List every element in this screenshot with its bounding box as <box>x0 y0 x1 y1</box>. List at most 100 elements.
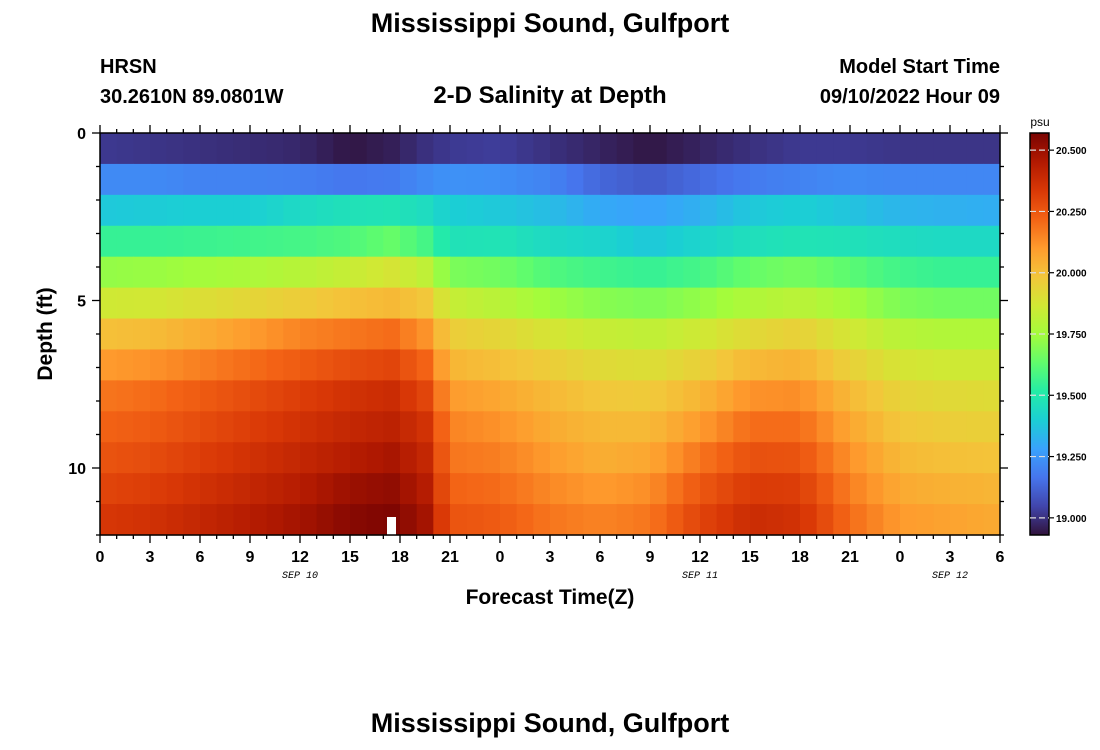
heatmap-cell <box>150 256 168 289</box>
heatmap-cell <box>116 473 134 505</box>
heatmap-cell <box>966 133 984 165</box>
heatmap-cell <box>983 133 1001 165</box>
heatmap-cell <box>433 411 451 443</box>
heatmap-cell <box>766 194 784 227</box>
heatmap-cell <box>833 442 851 474</box>
heatmap-cell <box>433 318 451 351</box>
heatmap-cell <box>250 504 268 536</box>
heatmap-cell <box>733 225 751 258</box>
heatmap-cell <box>850 163 868 196</box>
heatmap-cell <box>183 411 201 443</box>
heatmap-cell <box>333 133 351 165</box>
heatmap-cell <box>466 380 484 412</box>
heatmap-cell <box>633 473 651 505</box>
heatmap-cell <box>733 163 751 196</box>
heatmap-cell <box>450 380 468 412</box>
heatmap-cell <box>400 411 418 443</box>
heatmap-cell <box>466 163 484 196</box>
heatmap-cell <box>783 163 801 196</box>
heatmap-cell <box>983 504 1001 536</box>
heatmap-cell <box>916 442 934 474</box>
heatmap-cell <box>450 256 468 289</box>
heatmap-cell <box>483 194 501 227</box>
heatmap-cell <box>550 442 568 474</box>
heatmap-cell <box>616 163 634 196</box>
x-axis: 0 3 6 9 12 15 18 21 0 3 6 9 12 15 18 21 0 3 6 <box>96 125 1005 566</box>
heatmap-cell <box>550 473 568 505</box>
heatmap-cell <box>166 133 184 165</box>
heatmap-cell <box>716 349 734 381</box>
heatmap-cell <box>233 194 251 227</box>
heatmap-cell <box>833 225 851 258</box>
heatmap-cell <box>500 411 518 443</box>
heatmap-cell <box>433 442 451 474</box>
heatmap-cell <box>866 473 884 505</box>
heatmap-cell <box>600 411 618 443</box>
heatmap-cell <box>750 380 768 412</box>
heatmap-cell <box>916 349 934 381</box>
heatmap-cell <box>266 256 284 289</box>
heatmap-cell <box>216 194 234 227</box>
heatmap-cell <box>683 349 701 381</box>
heatmap-cell <box>616 318 634 351</box>
heatmap-cell <box>816 504 834 536</box>
heatmap-cell <box>450 133 468 165</box>
heatmap-cell <box>166 318 184 351</box>
heatmap-cell <box>950 380 968 412</box>
heatmap-cell <box>933 318 951 351</box>
heatmap-cell <box>283 318 301 351</box>
heatmap-cell <box>383 411 401 443</box>
heatmap-cell <box>350 194 368 227</box>
heatmap-cell <box>533 256 551 289</box>
x-tick-label: 12 <box>291 549 309 566</box>
heatmap-cell <box>416 504 434 536</box>
heatmap-cell <box>416 380 434 412</box>
heatmap-cell <box>466 318 484 351</box>
heatmap-cell <box>183 133 201 165</box>
heatmap-cell <box>583 380 601 412</box>
heatmap-cell <box>416 318 434 351</box>
heatmap-cell <box>933 349 951 381</box>
heatmap-cell <box>416 163 434 196</box>
heatmap-cell <box>900 163 918 196</box>
heatmap-cell <box>716 287 734 320</box>
heatmap-cell <box>733 194 751 227</box>
heatmap-cell <box>650 504 668 536</box>
heatmap-cell <box>516 349 534 381</box>
heatmap-cell <box>583 442 601 474</box>
heatmap-cell <box>133 411 151 443</box>
heatmap-cell <box>500 349 518 381</box>
heatmap-cell <box>800 349 818 381</box>
heatmap-cell <box>566 194 584 227</box>
heatmap-cell <box>400 194 418 227</box>
heatmap-cell <box>200 349 218 381</box>
heatmap-cell <box>716 133 734 165</box>
heatmap-cell <box>966 504 984 536</box>
heatmap-cell <box>683 256 701 289</box>
heatmap-cell <box>550 133 568 165</box>
heatmap-cell <box>350 163 368 196</box>
heatmap-cell <box>650 287 668 320</box>
heatmap-cell <box>300 194 318 227</box>
heatmap-cell <box>800 504 818 536</box>
heatmap-cell <box>600 504 618 536</box>
heatmap-cell <box>900 133 918 165</box>
heatmap-cell <box>950 318 968 351</box>
heatmap-cell <box>433 504 451 536</box>
heatmap-cell <box>533 318 551 351</box>
heatmap-cell <box>133 349 151 381</box>
heatmap-cell <box>750 318 768 351</box>
heatmap-cell <box>966 411 984 443</box>
heatmap-cell <box>650 318 668 351</box>
heatmap-cell <box>716 504 734 536</box>
heatmap-cell <box>666 380 684 412</box>
heatmap-cell <box>950 225 968 258</box>
heatmap-cell <box>150 163 168 196</box>
heatmap-cell <box>916 287 934 320</box>
heatmap-cell <box>200 380 218 412</box>
heatmap-cell <box>433 473 451 505</box>
heatmap-cell <box>950 349 968 381</box>
heatmap-cell <box>150 411 168 443</box>
heatmap-cell <box>966 163 984 196</box>
heatmap-cell <box>533 442 551 474</box>
